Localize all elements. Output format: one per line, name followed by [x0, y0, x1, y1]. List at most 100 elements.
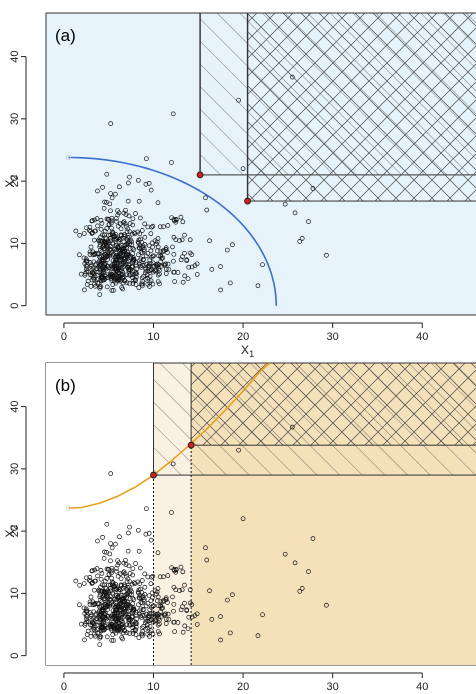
x-tick-label: 20: [237, 331, 249, 343]
data-point: [155, 629, 161, 635]
data-point: [107, 246, 113, 252]
data-point: [207, 588, 212, 594]
data-point: [145, 251, 151, 256]
highlighted-point: [196, 171, 204, 179]
data-point: [157, 271, 162, 277]
data-point: [297, 239, 303, 244]
data-point: [114, 268, 120, 274]
data-point: [121, 239, 127, 245]
data-point: [83, 258, 89, 264]
data-point: [130, 216, 136, 222]
panel-b-points: [73, 424, 329, 647]
data-point: [177, 238, 182, 243]
data-point: [306, 569, 311, 574]
data-point: [111, 638, 116, 643]
data-point: [130, 222, 136, 228]
data-point: [109, 225, 114, 231]
data-point: [103, 611, 108, 616]
y-tick-label: 40: [9, 400, 21, 412]
data-point: [102, 549, 107, 555]
data-point: [105, 246, 110, 251]
data-point: [98, 275, 104, 281]
data-point: [155, 200, 161, 206]
data-point: [182, 250, 187, 256]
data-point: [162, 262, 168, 268]
data-point: [99, 221, 105, 226]
data-point: [169, 160, 174, 165]
data-point: [126, 614, 132, 620]
data-point: [126, 234, 132, 240]
data-point: [180, 279, 186, 285]
data-point: [118, 616, 124, 622]
data-point: [104, 576, 110, 581]
data-point: [131, 255, 136, 260]
data-point: [88, 284, 94, 289]
y-tick-label: 0: [9, 303, 21, 309]
data-point: [110, 602, 116, 608]
data-point: [170, 111, 176, 117]
data-point: [105, 596, 110, 601]
data-point: [178, 564, 184, 570]
data-point: [186, 614, 192, 620]
data-point: [87, 599, 93, 605]
data-point: [171, 584, 177, 590]
data-point: [86, 577, 92, 583]
data-point: [102, 613, 108, 619]
data-point: [105, 239, 111, 245]
data-point: [77, 252, 82, 258]
data-point: [131, 230, 137, 236]
data-point: [138, 256, 144, 262]
data-point: [297, 589, 303, 594]
data-point: [147, 257, 153, 263]
data-point: [101, 556, 107, 561]
data-point: [138, 613, 143, 619]
data-point: [109, 545, 115, 551]
data-point: [127, 221, 133, 226]
data-point: [88, 244, 94, 250]
data-point: [113, 568, 119, 574]
data-point: [98, 226, 104, 232]
data-point: [157, 224, 163, 230]
data-point: [110, 273, 116, 279]
data-point: [165, 611, 171, 617]
data-point: [109, 195, 115, 201]
data-point: [88, 634, 94, 639]
data-point: [236, 97, 241, 103]
data-point: [101, 277, 107, 283]
data-point: [82, 637, 87, 643]
data-point: [143, 181, 149, 187]
data-point: [115, 212, 121, 218]
data-point: [97, 242, 103, 248]
data-point: [127, 617, 132, 623]
data-point: [203, 545, 208, 551]
data-point: [159, 613, 164, 619]
data-point: [224, 597, 230, 603]
data-point: [135, 527, 141, 533]
data-point: [185, 276, 191, 282]
data-point: [115, 208, 120, 213]
data-point: [126, 530, 131, 536]
data-point: [146, 530, 152, 536]
data-point: [146, 593, 152, 599]
data-point: [130, 278, 136, 284]
curve-start-marker: [65, 154, 71, 161]
x-tick-label: 40: [416, 331, 428, 343]
data-point: [121, 277, 127, 283]
data-point: [203, 195, 208, 201]
data-point: [230, 592, 235, 598]
data-point: [161, 224, 166, 230]
data-point: [126, 563, 132, 569]
data-point: [124, 259, 130, 265]
data-point: [97, 613, 103, 618]
data-point: [157, 574, 163, 580]
y-tick-label: 10: [9, 237, 21, 249]
x-tick-label: 0: [61, 681, 67, 693]
data-point: [260, 612, 265, 618]
data-point: [100, 534, 105, 540]
curve-start-marker: [65, 505, 71, 511]
y-axis-title: X2: [3, 525, 19, 538]
data-point: [124, 280, 130, 286]
data-point: [179, 587, 185, 593]
data-point: [121, 232, 127, 238]
